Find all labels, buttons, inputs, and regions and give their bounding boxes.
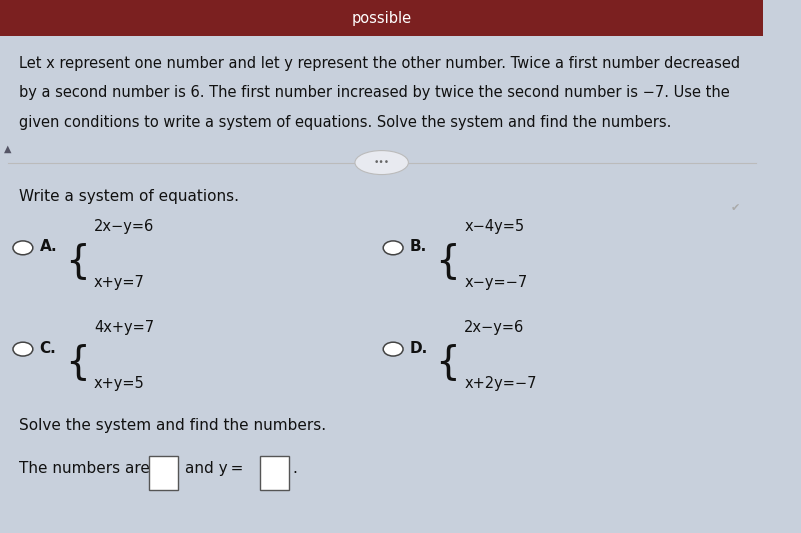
Circle shape [383, 241, 403, 255]
Text: and y =: and y = [186, 461, 244, 476]
Text: Let x represent one number and let y represent the other number. Twice a first n: Let x represent one number and let y rep… [19, 56, 740, 71]
Text: {: { [65, 343, 90, 382]
Text: {: { [65, 242, 90, 280]
Text: The numbers are x =: The numbers are x = [19, 461, 179, 476]
Bar [260, 456, 288, 490]
Bar [0, 0, 763, 36]
Text: possible: possible [352, 11, 412, 26]
Text: by a second number is 6. The first number increased by twice the second number i: by a second number is 6. The first numbe… [19, 85, 730, 100]
Text: .: . [292, 461, 297, 476]
Circle shape [13, 241, 33, 255]
Circle shape [383, 342, 403, 356]
Text: C.: C. [40, 341, 56, 356]
Text: x+y=7: x+y=7 [94, 275, 145, 290]
Text: A.: A. [40, 239, 58, 254]
Text: 2x−y=6: 2x−y=6 [94, 219, 154, 234]
Text: Solve the system and find the numbers.: Solve the system and find the numbers. [19, 418, 326, 433]
Text: ▲: ▲ [4, 144, 11, 154]
Text: x+2y=−7: x+2y=−7 [464, 376, 537, 391]
Text: x−y=−7: x−y=−7 [464, 275, 527, 290]
Text: ✔: ✔ [731, 203, 740, 213]
Text: {: { [435, 242, 460, 280]
Circle shape [13, 342, 33, 356]
Text: Write a system of equations.: Write a system of equations. [19, 189, 239, 204]
Text: given conditions to write a system of equations. Solve the system and find the n: given conditions to write a system of eq… [19, 115, 671, 130]
Text: 2x−y=6: 2x−y=6 [464, 320, 525, 335]
Text: •••: ••• [373, 158, 390, 167]
Text: 4x+y=7: 4x+y=7 [94, 320, 154, 335]
Text: x+y=5: x+y=5 [94, 376, 145, 391]
Text: x−4y=5: x−4y=5 [464, 219, 524, 234]
Text: B.: B. [410, 239, 427, 254]
Text: D.: D. [410, 341, 429, 356]
Bar [149, 456, 178, 490]
Ellipse shape [355, 150, 409, 175]
Text: {: { [435, 343, 460, 382]
